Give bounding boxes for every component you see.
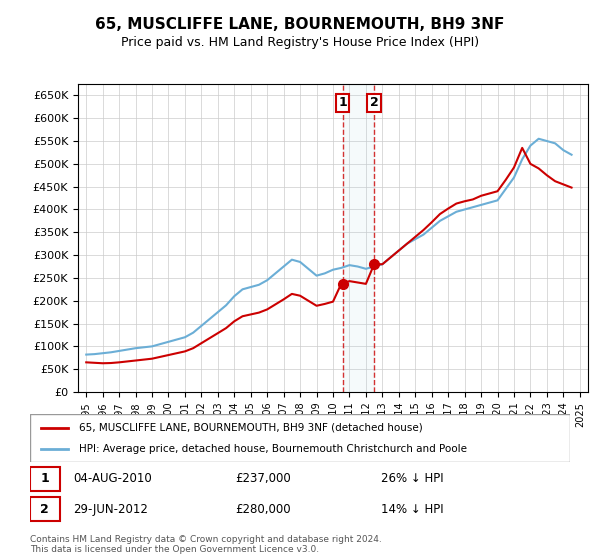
Text: 1: 1 — [338, 96, 347, 109]
Text: 04-AUG-2010: 04-AUG-2010 — [73, 472, 152, 486]
FancyBboxPatch shape — [30, 466, 60, 491]
Text: Price paid vs. HM Land Registry's House Price Index (HPI): Price paid vs. HM Land Registry's House … — [121, 36, 479, 49]
Text: 1: 1 — [40, 472, 49, 486]
Text: 14% ↓ HPI: 14% ↓ HPI — [381, 502, 443, 516]
FancyBboxPatch shape — [30, 414, 570, 462]
Text: £280,000: £280,000 — [235, 502, 291, 516]
Text: 65, MUSCLIFFE LANE, BOURNEMOUTH, BH9 3NF (detached house): 65, MUSCLIFFE LANE, BOURNEMOUTH, BH9 3NF… — [79, 423, 422, 433]
Text: HPI: Average price, detached house, Bournemouth Christchurch and Poole: HPI: Average price, detached house, Bour… — [79, 444, 467, 454]
Text: Contains HM Land Registry data © Crown copyright and database right 2024.
This d: Contains HM Land Registry data © Crown c… — [30, 535, 382, 554]
Text: 65, MUSCLIFFE LANE, BOURNEMOUTH, BH9 3NF: 65, MUSCLIFFE LANE, BOURNEMOUTH, BH9 3NF — [95, 17, 505, 32]
Bar — [343, 84, 374, 392]
FancyBboxPatch shape — [30, 497, 60, 521]
Text: 26% ↓ HPI: 26% ↓ HPI — [381, 472, 443, 486]
Text: 29-JUN-2012: 29-JUN-2012 — [73, 502, 148, 516]
Text: 2: 2 — [40, 502, 49, 516]
Text: £237,000: £237,000 — [235, 472, 291, 486]
Text: 2: 2 — [370, 96, 379, 109]
